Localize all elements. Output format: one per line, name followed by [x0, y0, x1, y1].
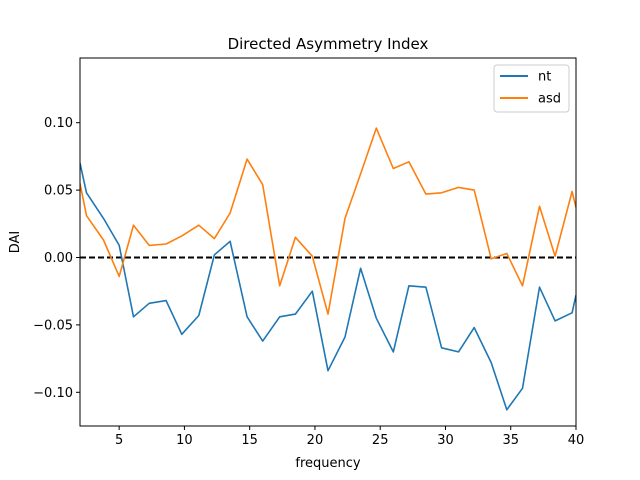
x-tick-label: 5: [115, 433, 123, 448]
x-axis: 5 10 15 20 25 30 35 40: [115, 426, 584, 448]
x-tick-label: 20: [307, 433, 324, 448]
y-tick-label: 0.05: [44, 184, 73, 199]
x-tick-label: 30: [437, 433, 454, 448]
series-line-asd: [80, 127, 576, 315]
series-line-nt: [80, 162, 576, 411]
legend: nt asd: [493, 64, 570, 113]
legend-label-asd: asd: [538, 92, 561, 107]
x-tick-label: 40: [568, 433, 585, 448]
x-tick-label: 25: [372, 433, 389, 448]
x-tick-label: 35: [502, 433, 519, 448]
x-axis-label: frequency: [295, 456, 361, 471]
plot-frame: [79, 57, 577, 427]
chart-title: Directed Asymmetry Index: [228, 35, 429, 53]
legend-label-nt: nt: [538, 70, 551, 85]
y-tick-label: 0.10: [44, 116, 73, 131]
x-tick-label: 10: [176, 433, 193, 448]
y-tick-label: −0.05: [33, 318, 73, 333]
x-tick-label: 15: [241, 433, 258, 448]
y-tick-label: 0.00: [44, 251, 73, 266]
y-axis: −0.10 −0.05 0.00 0.05 0.10: [33, 116, 80, 401]
plot-area: [80, 127, 576, 411]
y-axis-label: DAI: [8, 231, 23, 254]
y-tick-label: −0.10: [33, 386, 73, 401]
